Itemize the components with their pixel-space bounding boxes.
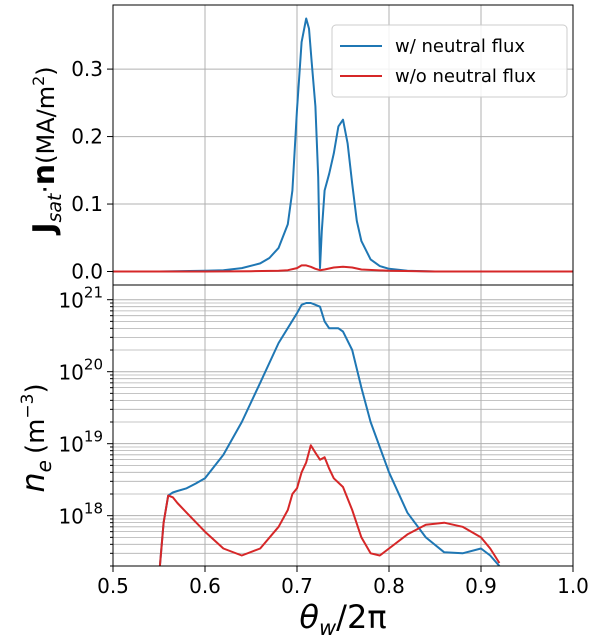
- xtick-label: 0.8: [373, 574, 405, 598]
- bottom-grid: [112, 285, 574, 567]
- bottom-panel: 1018 1019 1020 1021 0.5 0.6 0.7 0.8 0.9 1.0 ne (m−…: [14, 284, 589, 636]
- bottom-y-axis-label: ne (m−3): [14, 383, 56, 492]
- top-ylabel-n: n: [27, 164, 62, 185]
- bottom-ylabel-sub: e: [32, 460, 56, 472]
- top-y-ticks: 0.0 0.1 0.2 0.3: [71, 57, 113, 284]
- bottom-ylabel-unit-exp: −3: [18, 394, 38, 419]
- top-ytick-label: 0.1: [71, 192, 103, 216]
- top-ylabel-j: J: [27, 222, 62, 235]
- bottom-series-lines: [158, 302, 501, 566]
- top-ytick-label: 0.0: [71, 260, 103, 284]
- legend: w/ neutral flux w/o neutral flux: [331, 24, 568, 98]
- bottom-axes-frame: [112, 284, 574, 567]
- top-ylabel-unit-close: ): [32, 66, 60, 75]
- xlabel-theta: θ: [299, 598, 319, 636]
- top-series-line-1: [113, 264, 573, 273]
- top-ylabel-unit: (MA/m: [32, 86, 60, 164]
- xlabel-rest: /2π: [336, 598, 386, 636]
- bottom-ticks: 1018 1019 1020 1021 0.5 0.6 0.7 0.8 0.9 1.0: [58, 284, 588, 598]
- top-panel: 0.0 0.1 0.2 0.3 Jsat·n(MA/m2) w/ neutral fl…: [27, 4, 574, 286]
- bottom-ylabel-unit: (m: [21, 419, 51, 454]
- legend-box: [331, 24, 568, 98]
- xlabel-sub: w: [319, 616, 337, 636]
- bottom-ylabel-n: n: [14, 472, 52, 492]
- top-ytick-label: 0.3: [71, 57, 103, 81]
- top-ylabel-unit-exp: 2: [29, 76, 48, 86]
- top-series-line-0: [113, 17, 573, 273]
- top-y-axis-label: Jsat·n(MA/m2): [27, 66, 66, 235]
- top-ylabel-sub: sat: [44, 192, 66, 223]
- xtick-label: 1.0: [557, 574, 589, 598]
- x-axis-label: θw/2π: [299, 598, 386, 636]
- legend-label-without-neutral: w/o neutral flux: [395, 66, 536, 87]
- bottom-ytick-label: 1018: [58, 500, 103, 529]
- top-ytick-label: 0.2: [71, 125, 103, 149]
- xtick-label: 0.9: [465, 574, 497, 598]
- bottom-ytick-label: 1020: [58, 356, 103, 385]
- legend-label-with-neutral: w/ neutral flux: [395, 36, 525, 57]
- top-ylabel-dot: ·: [31, 185, 61, 193]
- xtick-label: 0.7: [281, 574, 313, 598]
- bottom-series-line-1: [158, 444, 501, 566]
- xtick-label: 0.6: [189, 574, 221, 598]
- bottom-series-line-0: [158, 302, 501, 566]
- bottom-ylabel-unit-close: ): [21, 383, 51, 393]
- bottom-ytick-label: 1019: [58, 428, 103, 457]
- bottom-ytick-label: 1021: [58, 284, 103, 313]
- xtick-label: 0.5: [97, 574, 129, 598]
- top-series-lines: [113, 17, 573, 273]
